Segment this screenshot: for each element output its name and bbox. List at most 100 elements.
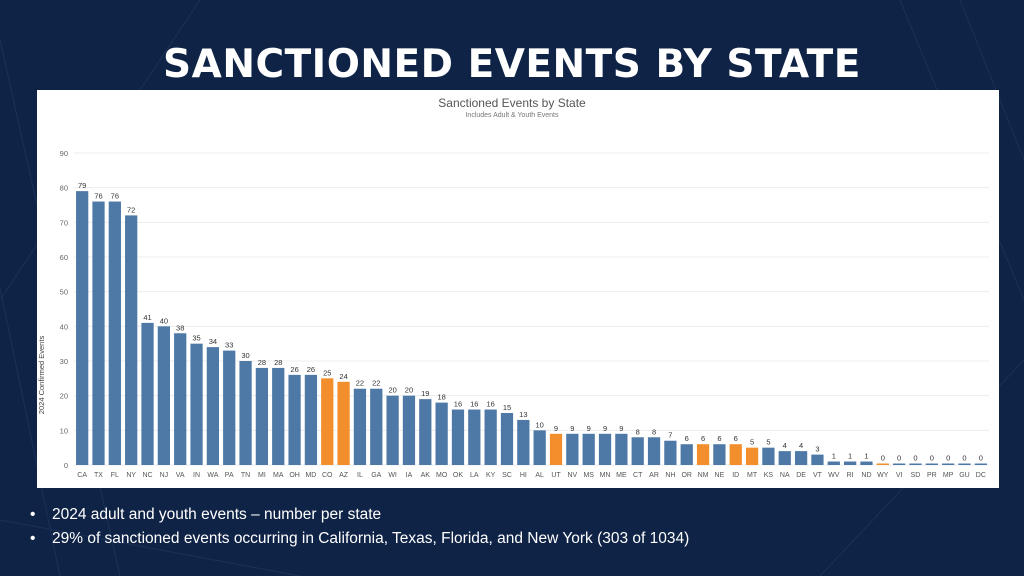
x-tick-label-fl: FL	[111, 472, 119, 479]
data-label-ne: 6	[717, 434, 721, 443]
bullet-icon: •	[30, 506, 36, 523]
data-label-sc: 15	[503, 403, 511, 412]
data-label-mt: 5	[750, 438, 754, 447]
x-tick-label-ga: GA	[371, 472, 381, 479]
data-label-oh: 26	[290, 365, 298, 374]
x-tick-label-de: DE	[796, 472, 806, 479]
data-label-wi: 20	[388, 386, 396, 395]
data-label-ky: 16	[486, 400, 494, 409]
data-label-az: 24	[339, 372, 347, 381]
data-label-hi: 13	[519, 410, 527, 419]
bar-ma	[272, 367, 285, 465]
x-tick-label-sc: SC	[502, 472, 512, 479]
data-label-fl: 76	[111, 192, 119, 201]
bar-mo	[435, 402, 448, 465]
bar-ga	[370, 388, 383, 465]
x-tick-label-nc: NC	[142, 472, 152, 479]
x-tick-label-ms: MS	[583, 472, 594, 479]
bar-md	[304, 374, 318, 465]
bar-ct	[631, 437, 644, 465]
data-label-la: 16	[470, 400, 478, 409]
bar-mi	[255, 367, 269, 465]
bar-vt	[811, 454, 824, 465]
y-axis-ticks: 0 10 20 30 40 50 60 70 80 90	[60, 149, 68, 470]
bar-sd	[909, 463, 922, 465]
bar-sc	[500, 413, 514, 465]
bar-nc	[141, 322, 154, 465]
bar-ny	[125, 215, 138, 465]
bar-wa	[206, 347, 220, 465]
bar-il	[353, 388, 367, 465]
bar-pr	[925, 463, 938, 465]
x-tick-label-gu: GU	[959, 472, 970, 479]
bullet-icon: •	[30, 530, 36, 547]
data-label-sd: 0	[913, 454, 917, 463]
bar-me	[615, 433, 628, 465]
data-label-ak: 19	[421, 389, 429, 398]
x-tick-label-nj: NJ	[160, 472, 169, 479]
bar-ks	[762, 447, 775, 465]
bar-wi	[386, 395, 399, 465]
data-label-nd: 1	[864, 452, 868, 461]
chart-title: Sanctioned Events by State	[438, 96, 586, 110]
data-label-vi: 0	[897, 454, 901, 463]
x-tick-label-pa: PA	[225, 472, 234, 479]
bar-nh	[664, 440, 677, 465]
data-label-in: 35	[192, 334, 200, 343]
x-tick-label-wy: WY	[877, 472, 889, 479]
data-label-nc: 41	[143, 313, 151, 322]
data-label-gu: 0	[962, 454, 966, 463]
bar-de	[794, 451, 808, 465]
x-tick-label-ks: KS	[764, 472, 774, 479]
x-tick-label-id: ID	[732, 472, 739, 479]
bar-vi	[893, 463, 906, 465]
data-label-nm: 6	[701, 434, 705, 443]
x-tick-label-nh: NH	[665, 472, 675, 479]
x-tick-label-la: LA	[470, 472, 479, 479]
x-tick-label-az: AZ	[339, 472, 349, 479]
bar-oh	[288, 374, 301, 465]
bar-nd	[860, 461, 873, 465]
bar-nm	[696, 444, 710, 465]
x-tick-label-in: IN	[193, 472, 200, 479]
y-tick-label: 10	[60, 426, 68, 435]
bar-co	[321, 378, 334, 465]
data-label-ri: 1	[848, 452, 852, 461]
data-label-mo: 18	[437, 393, 445, 402]
bar-ut	[549, 433, 563, 465]
bar-dc	[974, 463, 987, 465]
data-label-co: 25	[323, 368, 331, 377]
x-tick-label-nm: NM	[698, 472, 709, 479]
data-label-wy: 0	[881, 454, 885, 463]
x-tick-label-ri: RI	[847, 472, 854, 479]
data-label-va: 38	[176, 323, 184, 332]
x-tick-label-sd: SD	[911, 472, 921, 479]
bar-ms	[582, 433, 595, 465]
bar-nj	[157, 326, 170, 465]
x-tick-label-me: ME	[616, 472, 627, 479]
x-tick-label-ar: AR	[649, 472, 659, 479]
data-label-mp: 0	[946, 454, 950, 463]
x-tick-label-ny: NY	[126, 472, 136, 479]
data-label-ar: 8	[652, 427, 656, 436]
data-label-dc: 0	[979, 454, 983, 463]
bar-tx	[92, 201, 105, 465]
bar-ca	[76, 191, 89, 465]
bar-na	[778, 451, 791, 465]
bar-ky	[484, 409, 497, 465]
bar-or	[680, 444, 693, 465]
x-tick-label-ne: NE	[715, 472, 725, 479]
x-tick-label-co: CO	[322, 472, 333, 479]
data-label-ca: 79	[78, 181, 86, 190]
x-tick-label-mi: MI	[258, 472, 266, 479]
data-label-ia: 20	[405, 386, 413, 395]
x-tick-label-ok: OK	[453, 472, 463, 479]
bar-nv	[566, 433, 579, 465]
bar-va	[174, 333, 187, 465]
x-tick-label-tx: TX	[94, 472, 103, 479]
x-tick-label-mn: MN	[600, 472, 611, 479]
y-tick-label: 90	[60, 149, 68, 158]
data-label-wa: 34	[209, 337, 217, 346]
bars	[76, 191, 987, 465]
